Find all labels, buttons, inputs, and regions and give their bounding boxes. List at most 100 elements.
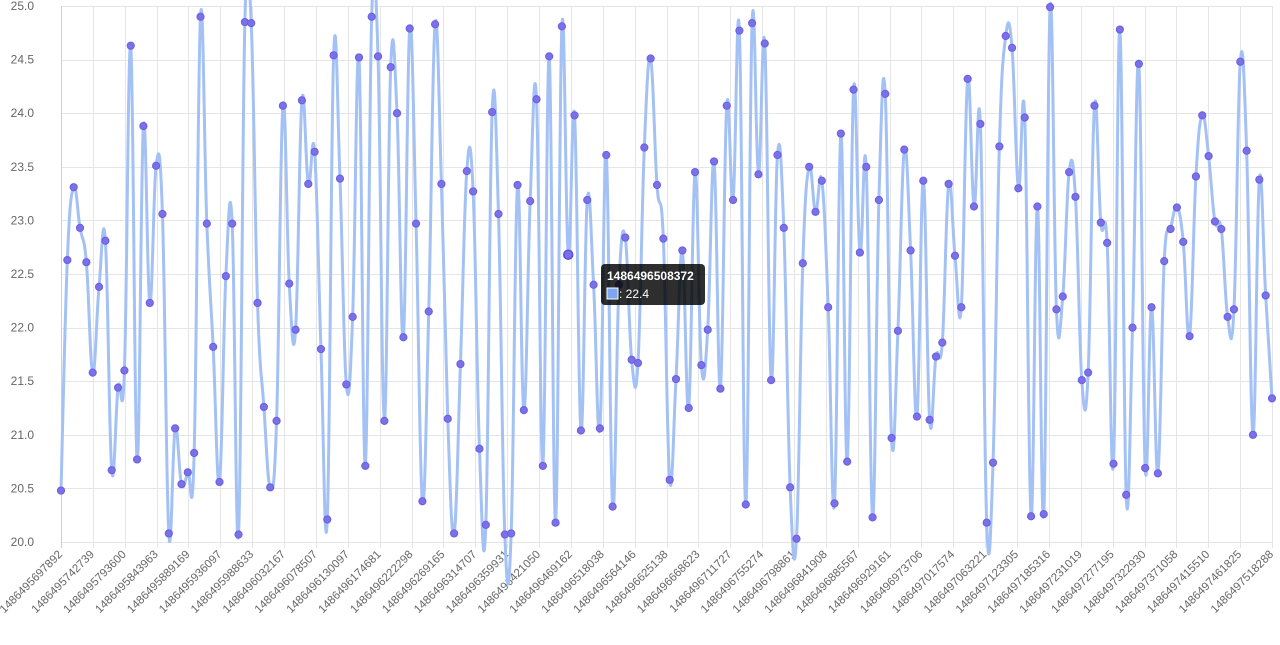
data-point[interactable] xyxy=(329,51,338,60)
data-point[interactable] xyxy=(304,179,313,189)
data-point[interactable] xyxy=(418,497,427,506)
data-point[interactable] xyxy=(836,129,845,138)
data-point[interactable] xyxy=(310,147,319,156)
data-point[interactable] xyxy=(811,207,820,216)
data-point[interactable] xyxy=(63,255,72,265)
data-point[interactable] xyxy=(1026,512,1036,521)
data-point[interactable] xyxy=(266,483,275,492)
data-point[interactable] xyxy=(513,180,522,190)
data-point[interactable] xyxy=(132,455,142,464)
data-point[interactable] xyxy=(285,279,294,288)
data-point[interactable] xyxy=(449,529,459,538)
data-point[interactable] xyxy=(481,520,490,529)
data-point[interactable] xyxy=(709,157,719,166)
data-point[interactable] xyxy=(1191,172,1201,181)
data-point[interactable] xyxy=(1166,224,1175,234)
data-point-highlighted[interactable] xyxy=(562,249,574,260)
data-point[interactable] xyxy=(120,366,129,375)
data-point[interactable] xyxy=(247,19,256,28)
data-point[interactable] xyxy=(1236,57,1245,66)
data-point[interactable] xyxy=(316,344,326,354)
data-point[interactable] xyxy=(380,416,389,425)
data-point[interactable] xyxy=(938,338,947,347)
data-point[interactable] xyxy=(545,52,554,61)
data-point[interactable] xyxy=(1077,376,1086,385)
data-point[interactable] xyxy=(1147,303,1156,312)
data-point[interactable] xyxy=(633,358,643,368)
data-point[interactable] xyxy=(1052,305,1061,314)
data-point[interactable] xyxy=(291,325,300,334)
data-point[interactable] xyxy=(595,424,605,433)
data-point[interactable] xyxy=(900,145,909,154)
data-point[interactable] xyxy=(1255,175,1264,184)
data-point[interactable] xyxy=(538,461,547,470)
data-point[interactable] xyxy=(963,74,972,83)
data-point[interactable] xyxy=(1179,237,1188,246)
data-point[interactable] xyxy=(443,414,452,423)
data-point[interactable] xyxy=(1248,430,1258,439)
data-point[interactable] xyxy=(779,223,788,233)
data-point[interactable] xyxy=(950,251,960,260)
data-point[interactable] xyxy=(703,325,712,334)
data-point[interactable] xyxy=(462,166,471,176)
data-point[interactable] xyxy=(171,424,180,433)
data-point[interactable] xyxy=(767,376,776,385)
data-point[interactable] xyxy=(621,233,630,242)
data-point[interactable] xyxy=(1141,463,1150,473)
data-point[interactable] xyxy=(1014,184,1023,193)
data-point[interactable] xyxy=(684,403,693,413)
data-point[interactable] xyxy=(101,236,110,245)
data-point[interactable] xyxy=(507,529,516,538)
data-point[interactable] xyxy=(526,197,535,206)
data-point[interactable] xyxy=(881,89,890,99)
data-point[interactable] xyxy=(551,518,560,527)
data-point[interactable] xyxy=(297,96,307,105)
data-point[interactable] xyxy=(741,500,750,509)
data-point[interactable] xyxy=(488,108,497,117)
data-point[interactable] xyxy=(570,111,579,120)
data-point[interactable] xyxy=(1261,291,1270,300)
data-point[interactable] xyxy=(1109,459,1118,468)
data-point[interactable] xyxy=(107,466,116,475)
data-point[interactable] xyxy=(824,303,833,312)
data-point[interactable] xyxy=(373,52,383,61)
data-point[interactable] xyxy=(1007,43,1017,52)
data-point[interactable] xyxy=(158,209,167,219)
data-point[interactable] xyxy=(659,234,668,243)
data-point[interactable] xyxy=(519,406,528,415)
data-point[interactable] xyxy=(215,477,224,487)
data-point[interactable] xyxy=(183,468,192,477)
data-point[interactable] xyxy=(716,384,725,393)
data-point[interactable] xyxy=(646,54,655,63)
data-point[interactable] xyxy=(608,502,617,511)
data-point[interactable] xyxy=(1115,25,1124,34)
data-point[interactable] xyxy=(874,195,884,205)
data-point[interactable] xyxy=(1172,203,1181,212)
data-point[interactable] xyxy=(1210,217,1220,226)
data-point[interactable] xyxy=(1039,510,1048,519)
data-point[interactable] xyxy=(1134,59,1143,68)
data-point[interactable] xyxy=(798,259,807,268)
data-point[interactable] xyxy=(760,39,769,48)
data-point[interactable] xyxy=(152,161,161,170)
data-point[interactable] xyxy=(392,109,402,118)
data-point[interactable] xyxy=(202,219,211,228)
data-point[interactable] xyxy=(982,518,991,527)
data-point[interactable] xyxy=(126,41,135,50)
data-point[interactable] xyxy=(228,219,237,228)
data-point[interactable] xyxy=(1045,2,1055,12)
data-point[interactable] xyxy=(678,246,687,255)
data-point[interactable] xyxy=(786,483,795,492)
data-point[interactable] xyxy=(665,475,674,484)
data-point[interactable] xyxy=(1058,292,1067,301)
data-point[interactable] xyxy=(234,530,243,539)
data-point[interactable] xyxy=(652,180,662,190)
data-point[interactable] xyxy=(1096,218,1105,227)
data-point[interactable] xyxy=(196,12,205,21)
data-point[interactable] xyxy=(995,142,1004,151)
data-point[interactable] xyxy=(430,20,440,29)
data-point[interactable] xyxy=(494,209,503,219)
data-point[interactable] xyxy=(589,280,598,289)
data-point[interactable] xyxy=(75,223,85,233)
data-point[interactable] xyxy=(342,380,351,389)
